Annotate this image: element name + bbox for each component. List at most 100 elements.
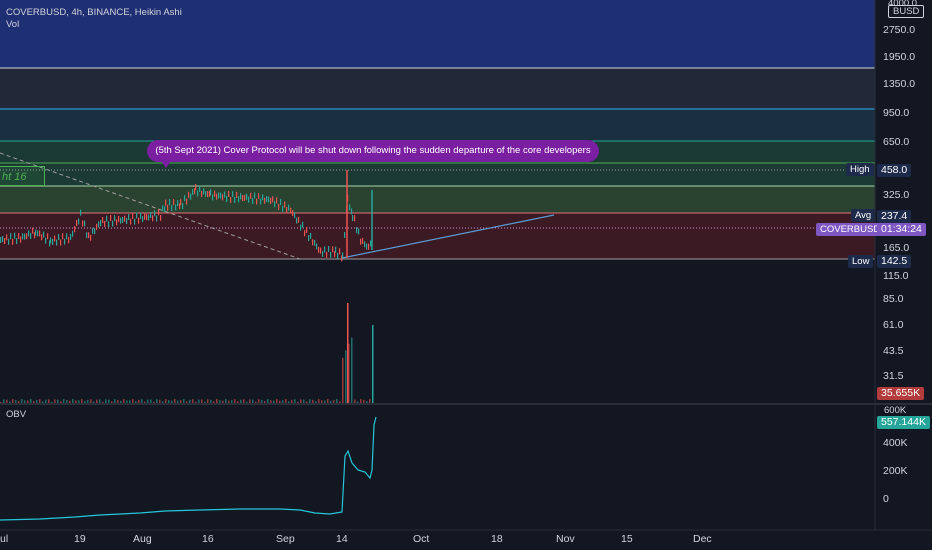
candle bbox=[218, 192, 220, 199]
candle bbox=[248, 196, 250, 203]
candle bbox=[100, 220, 102, 227]
candle bbox=[152, 215, 154, 222]
volume-bar bbox=[192, 399, 194, 403]
price-top-value: 4000.0 bbox=[888, 0, 918, 9]
candle bbox=[90, 234, 92, 241]
candle bbox=[262, 194, 264, 201]
currency-button[interactable]: BUSD bbox=[888, 5, 925, 18]
price-tick: 43.5 bbox=[883, 345, 904, 357]
volume-bar bbox=[360, 399, 362, 403]
candle bbox=[49, 240, 51, 247]
candle bbox=[272, 196, 274, 203]
volume-bar bbox=[288, 401, 290, 403]
candle bbox=[120, 217, 122, 224]
volume-bar bbox=[180, 400, 182, 403]
candle bbox=[140, 212, 142, 219]
candle bbox=[216, 193, 218, 200]
volume-bar bbox=[312, 399, 314, 403]
volume-bar bbox=[285, 399, 287, 403]
volume-bar bbox=[33, 400, 35, 403]
high-value: 458.0 bbox=[877, 164, 912, 177]
candle bbox=[154, 210, 156, 217]
volume-bar bbox=[291, 399, 293, 403]
volume-bar bbox=[6, 399, 8, 403]
candle bbox=[296, 217, 298, 224]
volume-bar bbox=[264, 401, 266, 403]
candle bbox=[171, 204, 173, 211]
ascending-trendline bbox=[341, 214, 555, 259]
candle bbox=[146, 214, 148, 221]
volume-bar bbox=[9, 401, 11, 403]
candle bbox=[226, 195, 228, 202]
candle bbox=[260, 198, 262, 205]
candle bbox=[210, 189, 212, 196]
volume-bar bbox=[339, 401, 341, 403]
volume-bar bbox=[42, 401, 44, 403]
candle bbox=[16, 238, 18, 245]
volume-bar bbox=[84, 401, 86, 403]
time-tick: 19 bbox=[74, 533, 86, 545]
candle bbox=[92, 227, 94, 234]
volume-bar bbox=[24, 400, 26, 403]
volume-bar bbox=[15, 399, 17, 403]
candle bbox=[362, 237, 364, 244]
annotation-callout[interactable]: (5th Sept 2021) Cover Protocol will be s… bbox=[147, 140, 599, 168]
time-tick: Sep bbox=[276, 533, 295, 545]
volume-bar bbox=[147, 399, 149, 403]
volume-bar bbox=[174, 399, 176, 403]
volume-bar bbox=[318, 399, 320, 403]
candle bbox=[332, 246, 334, 253]
price-candles bbox=[0, 170, 373, 262]
candle bbox=[324, 246, 326, 253]
candle bbox=[104, 220, 106, 227]
volume-bar bbox=[63, 399, 65, 403]
avg-tag: Avg bbox=[851, 209, 876, 222]
range-text-box[interactable]: ht 16 bbox=[0, 166, 45, 186]
candle bbox=[304, 230, 306, 237]
candle bbox=[341, 255, 343, 262]
candle bbox=[203, 188, 205, 195]
high-tag: High bbox=[846, 163, 874, 176]
candle bbox=[316, 243, 318, 250]
price-tick: 1350.0 bbox=[883, 78, 916, 90]
candle bbox=[47, 233, 49, 240]
countdown-value: 01:34:24 bbox=[877, 223, 926, 236]
volume-bar bbox=[351, 337, 353, 403]
candle bbox=[222, 194, 224, 201]
volume-bar bbox=[279, 400, 281, 403]
candle bbox=[76, 220, 78, 227]
low-tag: Low bbox=[848, 255, 874, 268]
candle bbox=[209, 190, 211, 197]
volume-bar bbox=[237, 401, 239, 403]
volume-bar bbox=[324, 400, 326, 403]
candle bbox=[45, 237, 47, 244]
candle bbox=[194, 188, 196, 195]
volume-bar bbox=[204, 401, 206, 403]
volume-bar bbox=[129, 400, 131, 403]
volume-bar bbox=[0, 402, 2, 403]
volume-spike bbox=[347, 303, 349, 403]
volume-bar bbox=[171, 400, 173, 403]
candle bbox=[14, 232, 16, 239]
candle bbox=[94, 228, 96, 235]
candle bbox=[284, 201, 286, 208]
time-tick: 14 bbox=[336, 533, 348, 545]
candle bbox=[126, 218, 128, 225]
volume-bar bbox=[297, 401, 299, 403]
price-tick: 325.0 bbox=[883, 189, 910, 201]
candle bbox=[116, 219, 118, 226]
candle bbox=[351, 208, 353, 215]
time-tick: Aug bbox=[133, 533, 152, 545]
volume-bar bbox=[48, 399, 50, 403]
candle bbox=[276, 197, 278, 204]
volume-bar bbox=[87, 399, 89, 403]
volume-bar bbox=[150, 399, 152, 403]
candle bbox=[138, 217, 140, 224]
volume-bar bbox=[282, 400, 284, 403]
candle bbox=[292, 210, 294, 217]
volume-bar bbox=[183, 399, 185, 403]
volume-bar bbox=[321, 400, 323, 403]
candle bbox=[256, 198, 258, 205]
volume-bar bbox=[342, 357, 344, 403]
